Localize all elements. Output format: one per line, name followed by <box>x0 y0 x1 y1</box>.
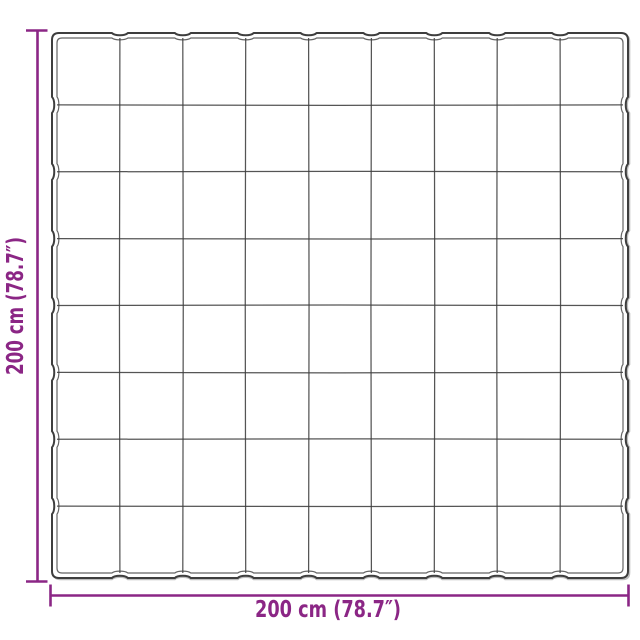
height-dimension: 200 cm (78.7″) <box>3 29 48 583</box>
width-dimension: 200 cm (78.7″) <box>49 584 630 623</box>
blanket-border-inner <box>56 37 624 574</box>
width-dimension-label: 200 cm (78.7″) <box>255 597 401 623</box>
height-dimension-label: 200 cm (78.7″) <box>3 237 29 375</box>
blanket-outline <box>51 32 631 581</box>
